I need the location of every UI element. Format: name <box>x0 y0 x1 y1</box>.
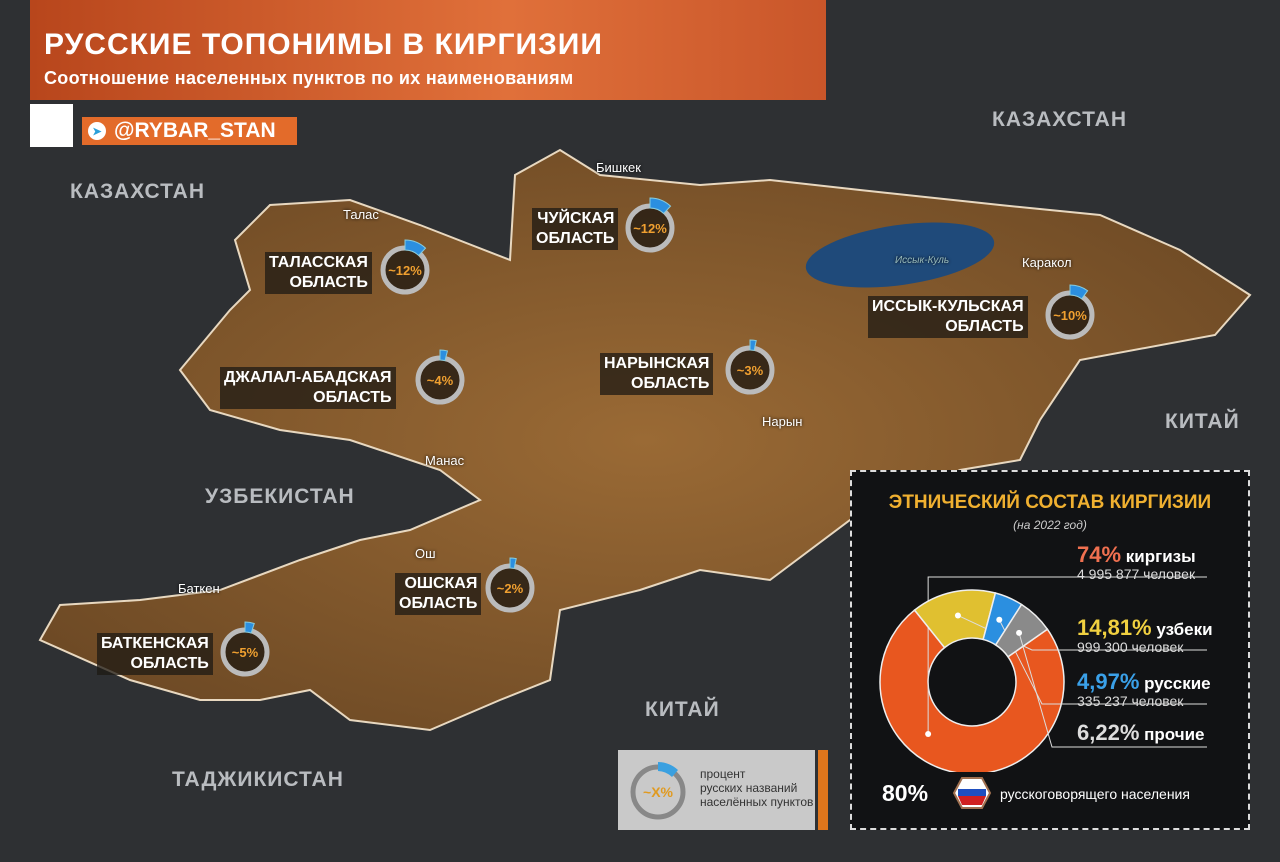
telegram-icon: ➤ <box>88 122 106 140</box>
ethnic-panel: ЭТНИЧЕСКИЙ СОСТАВ КИРГИЗИИ (на 2022 год)… <box>850 470 1250 830</box>
city-label: Баткен <box>178 581 220 596</box>
donut-slice <box>994 603 1049 658</box>
donut-chart <box>879 576 1207 772</box>
page-title: РУССКИЕ ТОПОНИМЫ В КИРГИЗИИ <box>44 28 603 61</box>
country-label: КИТАЙ <box>1165 410 1240 433</box>
leader-line <box>1018 632 1207 748</box>
map-legend: ~X% процент русских названий населённых … <box>618 750 815 830</box>
region-label: ТАЛАССКАЯ ОБЛАСТЬ <box>265 252 372 294</box>
region-label: ЧУЙСКАЯ ОБЛАСТЬ <box>532 208 619 250</box>
russian-speaking-pct: 80% <box>882 780 929 806</box>
legend-text: процент русских названий населённых пунк… <box>700 767 814 809</box>
city-label: Ош <box>415 546 436 561</box>
leader-line <box>957 615 1207 651</box>
panel-title: ЭТНИЧЕСКИЙ СОСТАВ КИРГИЗИИ <box>888 492 1212 513</box>
city-label: Каракол <box>1022 255 1072 270</box>
kyrgyzstan-territory <box>38 148 1252 732</box>
region-label: БАТКЕНСКАЯ ОБЛАСТЬ <box>97 633 213 675</box>
leader-dot <box>1016 629 1023 636</box>
legend-item: 6,22% прочие <box>1077 720 1205 745</box>
issyk-kul-lake <box>805 222 995 288</box>
channel-name: @RYBAR_STAN <box>114 119 276 142</box>
legend-item: 14,81% узбеки 999 300 человек <box>1077 615 1213 655</box>
leader-line <box>927 576 1207 734</box>
city-label: Бишкек <box>596 160 641 175</box>
region-label: ДЖАЛАЛ-АБАДСКАЯ ОБЛАСТЬ <box>220 367 396 409</box>
page-subtitle: Соотношение населенных пунктов по их наи… <box>44 68 574 88</box>
leader-dot <box>925 730 932 737</box>
lake-label: Иссык-Куль <box>895 255 950 266</box>
region-label: ИССЫК-КУЛЬСКАЯ ОБЛАСТЬ <box>868 296 1028 338</box>
legend-ring-icon: ~X% <box>630 762 686 820</box>
channel-badge[interactable]: ➤ @RYBAR_STAN <box>82 117 297 145</box>
leader-dot <box>996 616 1003 623</box>
legend-symbol: ~X% <box>643 784 674 800</box>
region-label: НАРЫНСКАЯ ОБЛАСТЬ <box>600 353 714 395</box>
russian-speaking-text: русскоговорящего населения <box>1000 786 1190 802</box>
accent-bar <box>818 750 828 830</box>
country-label: КАЗАХСТАН <box>70 180 205 203</box>
city-label: Манас <box>425 453 465 468</box>
city-label: Талас <box>343 207 379 222</box>
city-label: Нарын <box>762 414 803 429</box>
qr-code[interactable] <box>30 104 73 147</box>
leader-dot <box>954 612 961 619</box>
country-label: КАЗАХСТАН <box>992 108 1127 131</box>
country-label: УЗБЕКИСТАН <box>205 485 355 508</box>
legend-item: 4,97% русские 335 237 человек <box>1077 669 1211 709</box>
legend-item: 74% киргизы 4 995 877 человек <box>1077 542 1196 582</box>
panel-year: (на 2022 год) <box>1013 518 1087 532</box>
russia-flag-icon <box>952 777 992 809</box>
country-label: КИТАЙ <box>645 698 720 721</box>
country-label: ТАДЖИКИСТАН <box>172 768 344 791</box>
header-banner <box>30 0 826 100</box>
region-label: ОШСКАЯ ОБЛАСТЬ <box>395 573 482 615</box>
